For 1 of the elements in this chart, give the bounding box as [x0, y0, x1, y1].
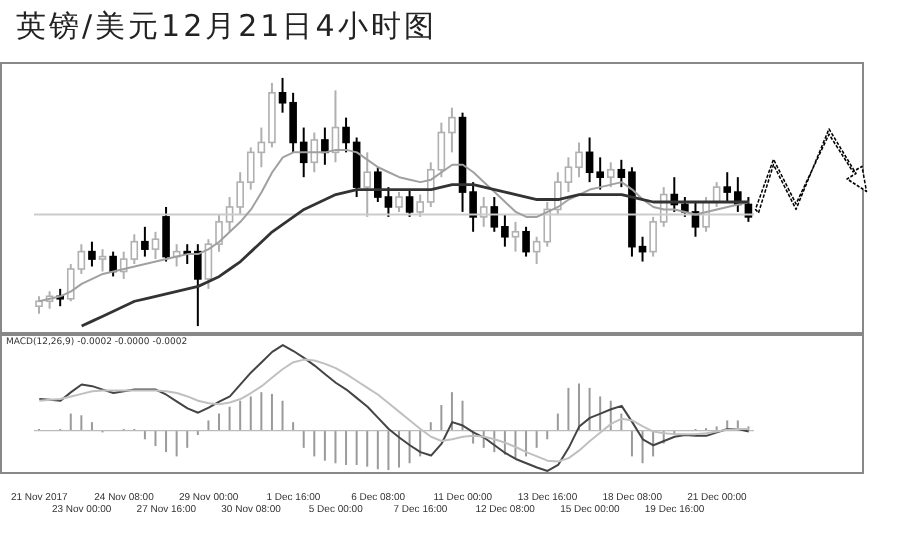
- chart-title: 英镑/美元12月21日4小时图: [16, 8, 437, 46]
